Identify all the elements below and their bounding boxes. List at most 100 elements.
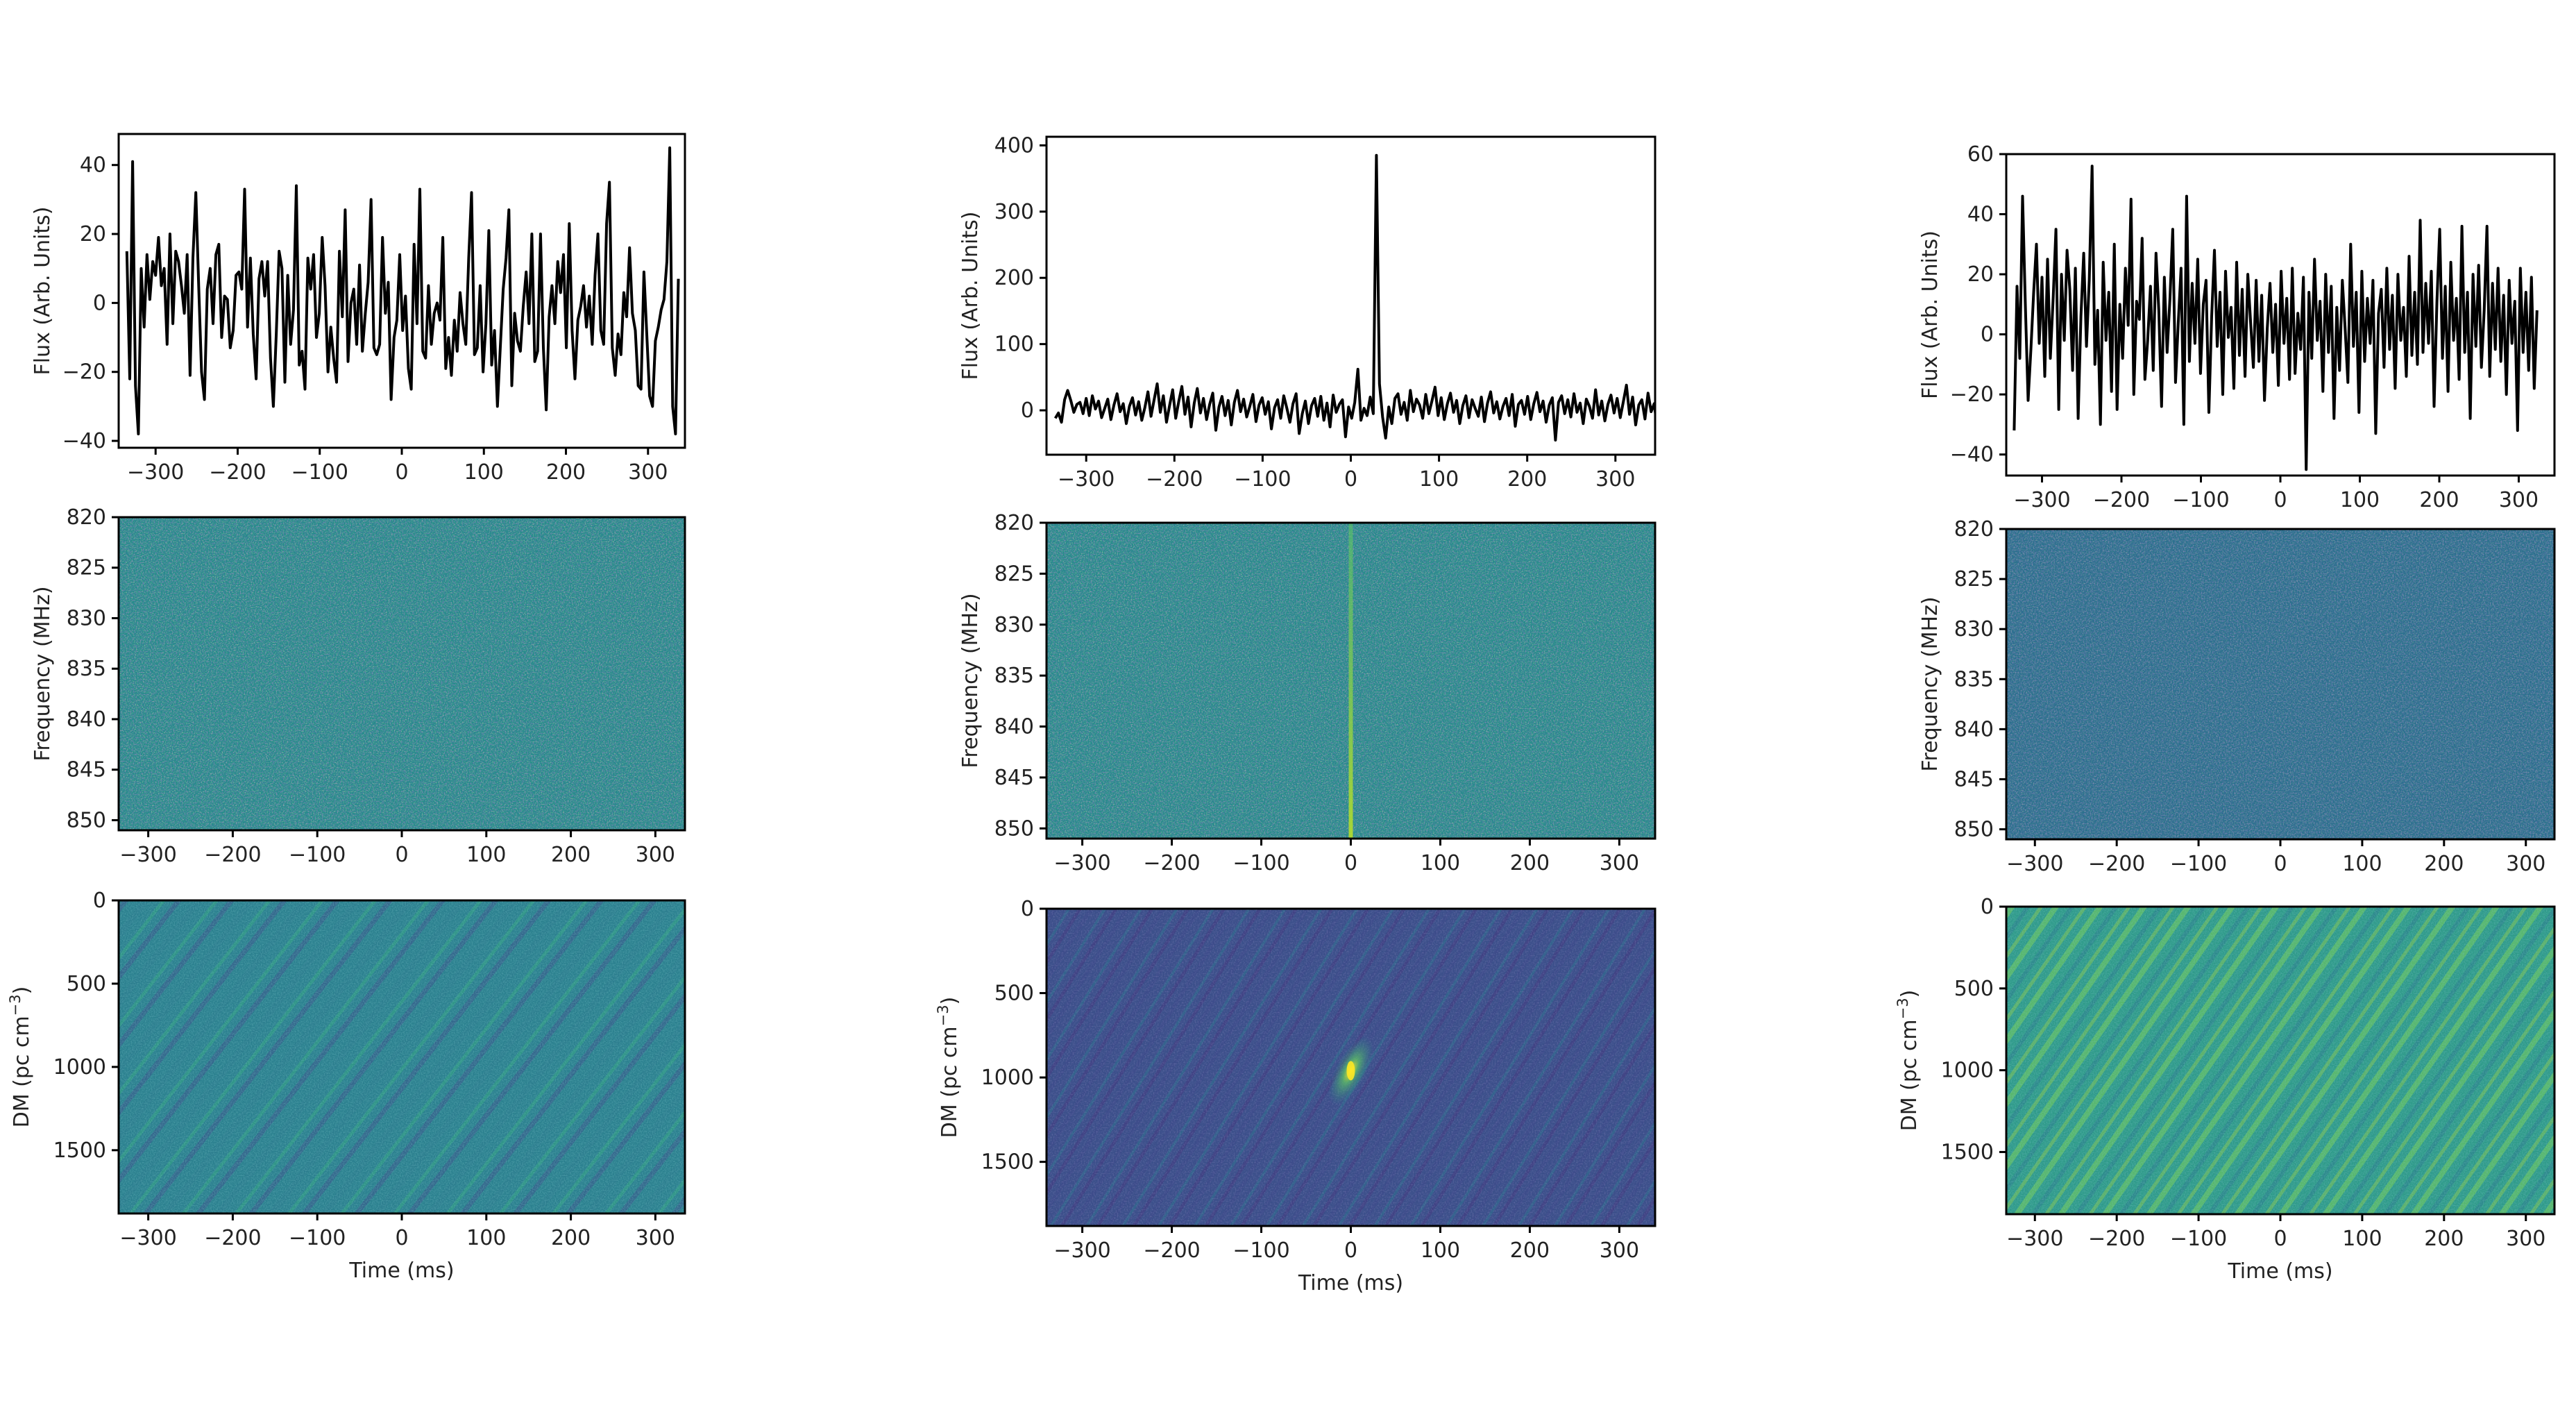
y-tick-label: −20 [62,360,106,385]
x-tick-label: 0 [2273,852,2287,876]
x-tick-label: −200 [204,1226,261,1250]
x-tick-label: −200 [209,460,266,485]
x-tick-label: −100 [2172,488,2229,512]
x-tick-label: 300 [636,843,675,867]
x-tick-label: 300 [636,1226,675,1250]
heatmap-noise [2006,907,2554,1214]
y-tick-label: 845 [67,758,106,782]
x-tick-label: −300 [2013,488,2070,512]
x-tick-label: −300 [119,1226,176,1250]
y-tick-label: 20 [1967,262,1994,287]
y-tick-label: 825 [67,556,106,580]
x-tick-label: 0 [2273,488,2287,512]
x-tick-label: −200 [2088,1227,2145,1251]
y-axis-label-end: ) [938,997,962,1005]
x-tick-label: −300 [1058,467,1115,492]
y-axis-label: DM (pc cm−3) [1895,990,1922,1132]
y-tick-label: 850 [1954,818,1994,842]
y-axis-label: Flux (Arb. Units) [958,212,983,380]
x-tick-label: 100 [1419,467,1459,492]
plot-area [1046,909,1655,1226]
x-tick-label: −300 [127,460,184,485]
x-tick-label: −100 [2170,852,2227,876]
pulse-signal [1348,523,1353,839]
y-tick-label: 830 [1954,617,1994,641]
y-tick-label: 0 [1981,323,1994,347]
y-tick-label: 820 [1954,517,1994,541]
y-tick-label: 200 [994,266,1034,290]
x-tick-label: −300 [119,843,176,867]
x-tick-label: 200 [1507,467,1547,492]
y-tick-label: 830 [994,613,1034,637]
y-tick-label: 820 [67,505,106,530]
x-tick-label: 200 [2419,488,2459,512]
x-axis-label: Time (ms) [2227,1259,2332,1284]
y-tick-label: 835 [67,657,106,681]
x-tick-label: 0 [395,843,408,867]
y-tick-label: 830 [67,606,106,630]
plot-area [2012,165,2539,471]
x-tick-label: 200 [551,1226,591,1250]
plot-area [1053,153,1655,442]
x-tick-label: −200 [2088,852,2145,876]
y-axis-label-exponent: −3 [1895,998,1911,1019]
plot-area [2006,529,2554,839]
flux-series-line [125,146,680,436]
y-tick-label: −40 [62,429,106,453]
x-tick-label: −200 [1143,1238,1200,1263]
x-tick-label: −100 [1232,1238,1289,1263]
plot-area [119,900,685,1213]
heatmap-noise-bright [2006,529,2554,839]
plot-area [1046,523,1655,839]
x-tick-label: 0 [1344,1238,1357,1263]
y-axis-label: DM (pc cm−3) [7,986,34,1128]
y-tick-label: 0 [93,889,106,913]
panel-flux-middle: −300 −200 −100 0 100 200 300 0 100 200 300 400 Flux … [958,133,1656,492]
x-tick-label: 0 [395,1226,408,1250]
x-tick-label: 100 [2342,852,2382,876]
panel-dm-time-middle: −300 −200 −100 0 100 200 300 0 500 1000 1500 DM (pc… [935,897,1656,1295]
panel-dynamic-spectrum-left: −300 −200 −100 0 100 200 300 820 825 830 835 840 845… [31,505,686,867]
x-tick-label: −100 [1234,467,1291,492]
y-tick-label: 845 [1954,767,1994,791]
y-axis-label: Flux (Arb. Units) [31,207,55,376]
x-tick-label: 300 [1595,467,1635,492]
y-tick-label: 20 [80,222,106,246]
y-tick-label: 0 [1021,398,1034,423]
y-tick-label: 835 [1954,667,1994,691]
x-tick-label: −300 [1053,851,1110,875]
x-tick-label: 200 [1510,1238,1550,1263]
y-axis-label: Frequency (MHz) [31,586,55,761]
x-tick-label: −300 [2006,1227,2063,1251]
panel-dynamic-spectrum-middle: −300 −200 −100 0 100 200 300 820 825 830 835 840 845… [958,511,1656,875]
x-tick-label: 200 [546,460,586,485]
x-tick-label: −100 [289,1226,346,1250]
heatmap-noise-bright [119,517,685,830]
y-tick-label: 840 [994,715,1034,739]
y-axis-label: Flux (Arb. Units) [1918,230,1942,399]
y-tick-label: 840 [67,707,106,732]
x-tick-label: −300 [1053,1238,1110,1263]
y-tick-label: 1500 [981,1150,1034,1175]
x-tick-label: 100 [1421,1238,1460,1263]
y-axis-label: Frequency (MHz) [958,593,983,768]
y-tick-label: 100 [994,333,1034,357]
plot-area [125,146,680,436]
x-tick-label: 300 [1600,851,1639,875]
y-tick-label: 0 [1021,897,1034,921]
panel-flux-right: −300 −200 −100 0 100 200 300−40−200204060Flux … [1918,142,2556,512]
y-tick-label: 0 [93,291,106,315]
y-axis-label-exponent: −3 [7,994,24,1016]
flux-series-line [1053,153,1655,442]
y-tick-label: −40 [1950,443,1994,467]
x-tick-label: 300 [628,460,668,485]
y-tick-label: 500 [67,972,106,996]
heatmap-noise [119,900,685,1213]
y-tick-label: 400 [994,133,1034,158]
x-tick-label: 100 [2342,1227,2382,1251]
x-tick-label: 300 [1600,1238,1639,1263]
x-tick-label: 200 [551,843,591,867]
panel-dm-time-right: −300 −200 −100 0 100 200 300 0 500 1000 1500 DM (pc… [1895,895,2556,1284]
